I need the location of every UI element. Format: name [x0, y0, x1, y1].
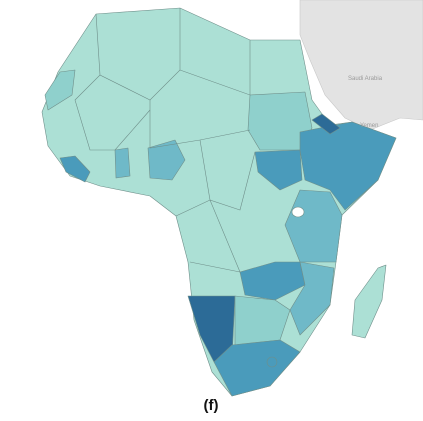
region	[289, 261, 335, 336]
region	[147, 139, 186, 181]
region	[114, 147, 131, 179]
borders	[74, 8, 256, 273]
caption: (f)	[204, 397, 219, 414]
region	[59, 155, 91, 183]
region	[266, 356, 278, 368]
map-label: Saudi Arabia	[348, 76, 383, 82]
map-label: Yemen	[360, 123, 378, 129]
madagascar	[351, 264, 387, 339]
region	[234, 295, 291, 346]
region	[311, 113, 341, 135]
region	[213, 339, 301, 397]
region	[299, 121, 397, 211]
lake	[291, 206, 305, 218]
region	[254, 149, 303, 191]
region	[44, 69, 76, 111]
